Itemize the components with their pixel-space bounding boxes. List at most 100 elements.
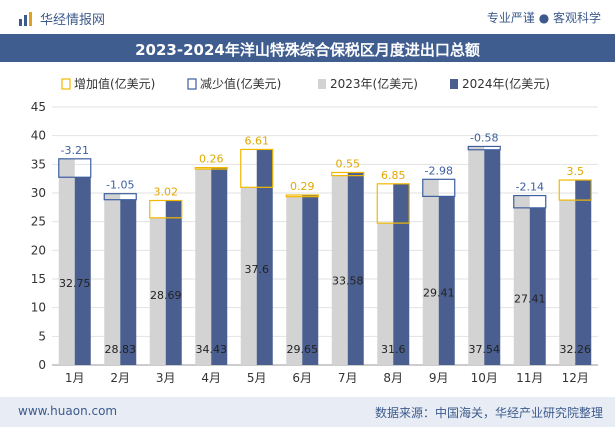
bar-2024 [165, 200, 182, 365]
y-tick-label: 45 [31, 100, 46, 114]
bar-2024 [256, 149, 273, 365]
value-label-2024: 33.58 [332, 275, 364, 288]
bar-2023 [513, 195, 530, 365]
footer-url[interactable]: www.huaon.com [18, 404, 118, 418]
y-tick-label: 15 [31, 272, 46, 286]
value-label-2024: 37.6 [245, 263, 270, 276]
change-label: 0.55 [336, 157, 361, 170]
change-label: -1.05 [106, 179, 134, 192]
bar-2023 [331, 175, 348, 365]
legend-swatch-s23 [318, 79, 326, 89]
decrease-box [103, 193, 137, 201]
value-label-2024: 28.69 [150, 289, 182, 302]
bar-2023 [104, 193, 121, 365]
brand-logo-icon [19, 11, 32, 26]
y-tick-label: 5 [38, 329, 46, 343]
value-label-2024: 28.83 [105, 343, 137, 356]
value-label-2024: 32.26 [560, 343, 592, 356]
chart: 增加值(亿美元) 减少值(亿美元) 2023年(亿美元) 2024年(亿美元) 0 5 10… [31, 76, 598, 385]
decrease-box [422, 178, 456, 197]
change-label: 3.5 [567, 165, 585, 178]
legend-swatch-inc [61, 78, 71, 90]
x-tick-label: 5月 [247, 371, 267, 385]
change-label: 6.85 [381, 169, 406, 182]
legend-swatch-dec [187, 78, 197, 90]
tagline: 专业严谨 ● 客观科学 [486, 11, 601, 25]
brand[interactable]: 华经情报网 [18, 9, 105, 28]
value-label-2024: 31.6 [381, 343, 406, 356]
value-label-2024: 29.41 [423, 287, 455, 300]
bar-2024 [74, 177, 91, 365]
y-tick-label: 10 [31, 301, 46, 315]
increase-box [558, 179, 592, 201]
increase-box [331, 171, 365, 177]
change-label: -0.58 [470, 131, 498, 144]
bar-2024 [529, 207, 546, 365]
x-tick-label: 11月 [516, 371, 543, 385]
y-tick-label: 20 [31, 243, 46, 257]
value-label-2024: 37.54 [469, 343, 501, 356]
value-label-2024: 34.43 [196, 343, 228, 356]
increase-box [149, 199, 183, 219]
x-tick-label: 6月 [292, 371, 312, 385]
bar-2024 [211, 167, 228, 365]
change-label: 6.61 [245, 134, 270, 147]
bar-2023 [195, 169, 212, 365]
bar-2024 [347, 172, 364, 365]
bar-2023 [377, 223, 394, 365]
x-tick-label: 1月 [65, 371, 85, 385]
x-tick-label: 12月 [562, 371, 589, 385]
value-label-2024: 27.41 [514, 292, 546, 305]
increase-box [194, 167, 228, 170]
footer-source: 数据来源：中国海关，华经产业研究院整理 [374, 406, 603, 420]
top-bar: 华经情报网 专业严谨 ● 客观科学 [0, 0, 615, 34]
legend-label-s23: 2023年(亿美元) [330, 76, 418, 91]
bar-2024 [120, 199, 137, 365]
chart-title: 2023-2024年洋山特殊综合保税区月度进出口总额 [135, 41, 480, 59]
change-label: -2.14 [516, 181, 544, 194]
bar-2023 [149, 217, 166, 365]
decrease-box [58, 158, 92, 178]
legend-label-dec: 减少值(亿美元) [200, 76, 281, 91]
decrease-box [513, 194, 547, 209]
bar-2023 [240, 187, 257, 365]
bar-2023 [422, 179, 439, 365]
bar-2024 [438, 196, 455, 365]
legend-label-s24: 2024年(亿美元) [462, 76, 550, 91]
x-tick-label: 7月 [338, 371, 358, 385]
bar-2023 [58, 158, 75, 365]
x-tick-label: 9月 [429, 371, 449, 385]
y-tick-label: 35 [31, 157, 46, 171]
change-label: 0.26 [199, 153, 224, 166]
change-label: -2.98 [425, 164, 453, 177]
value-label-2024: 29.65 [287, 343, 319, 356]
legend-label-inc: 增加值(亿美元) [74, 76, 155, 91]
brand-name: 华经情报网 [40, 13, 106, 28]
footer-bar [0, 397, 615, 427]
decrease-box [467, 145, 501, 151]
y-tick-label: 0 [38, 358, 46, 372]
increase-box [376, 183, 410, 224]
bar-2024 [393, 183, 410, 365]
x-tick-label: 8月 [383, 371, 403, 385]
bar-2023 [559, 200, 576, 365]
y-tick-label: 25 [31, 215, 46, 229]
increase-box [240, 148, 274, 188]
bar-2023 [286, 196, 303, 365]
bar-2024 [302, 195, 319, 365]
bar-2023 [468, 146, 485, 365]
bar-2024 [484, 149, 501, 365]
x-tick-label: 3月 [156, 371, 176, 385]
y-tick-label: 30 [31, 186, 46, 200]
change-label: -3.21 [61, 144, 89, 157]
y-tick-label: 40 [31, 129, 46, 143]
bar-2024 [575, 180, 592, 365]
increase-box [285, 194, 319, 198]
value-label-2024: 32.75 [59, 277, 91, 290]
change-label: 0.29 [290, 180, 315, 193]
legend-swatch-s24 [450, 79, 458, 89]
x-tick-label: 10月 [471, 371, 498, 385]
title-bar [0, 34, 615, 62]
x-tick-label: 4月 [201, 371, 221, 385]
x-tick-label: 2月 [110, 371, 130, 385]
